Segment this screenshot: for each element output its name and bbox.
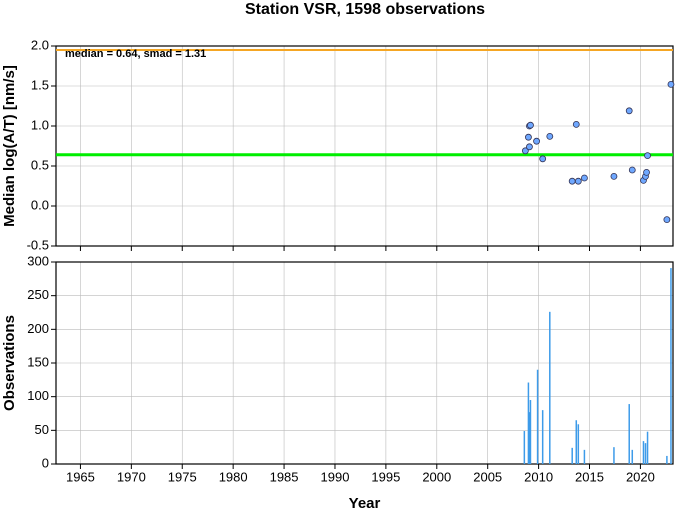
bar [644, 443, 647, 464]
y-tick-label: 200 [27, 321, 49, 336]
chart-title: Station VSR, 1598 observations [245, 1, 485, 18]
y-tick-label: -0.5 [27, 237, 49, 252]
bar [523, 431, 526, 464]
bar [536, 369, 539, 464]
point [527, 121, 534, 129]
point [625, 107, 633, 115]
y-tick-label: 1.0 [31, 117, 49, 132]
bar [666, 455, 668, 464]
point [610, 172, 618, 180]
x-tick-label: 1965 [66, 469, 95, 484]
x-tick-label: 2015 [575, 469, 604, 484]
x-tick-label: 1980 [219, 469, 248, 484]
bar [575, 420, 578, 464]
y-tick-label: 50 [35, 422, 49, 437]
y-tick-label: 1.5 [31, 77, 49, 92]
point [539, 155, 547, 163]
bar [628, 404, 630, 464]
bar [571, 447, 573, 464]
point [525, 133, 532, 141]
y-tick-label: 100 [27, 388, 49, 403]
y-tick-label: 300 [27, 253, 49, 268]
point [526, 143, 533, 151]
point [663, 216, 671, 224]
y-tick-label: 250 [27, 287, 49, 302]
bar [670, 268, 672, 464]
bar [646, 431, 649, 464]
bar [642, 441, 645, 464]
bar [613, 447, 615, 464]
x-axis-label: Year [349, 495, 381, 511]
y-tick-label: 0 [42, 455, 49, 470]
point [546, 132, 554, 140]
y-axis-label: Median log(A/T) [nm/s] [1, 65, 18, 227]
point [572, 121, 580, 128]
bar [541, 410, 544, 464]
point [643, 168, 650, 176]
point [628, 166, 636, 174]
y-tick-label: 0.0 [31, 197, 49, 212]
bar [528, 412, 531, 464]
x-tick-label: 2020 [626, 469, 655, 484]
y-tick-label: 150 [27, 354, 49, 369]
x-tick-label: 1975 [168, 469, 197, 484]
x-tick-label: 1970 [117, 469, 146, 484]
bar [527, 382, 530, 464]
x-tick-label: 2010 [524, 469, 553, 484]
y-axis-label: Observations [1, 315, 18, 411]
bar [631, 449, 634, 464]
y-tick-label: 2.0 [31, 37, 49, 52]
plot-frame [55, 261, 674, 465]
x-tick-label: 2000 [422, 469, 451, 484]
point [521, 147, 529, 155]
bar [577, 424, 580, 464]
point [667, 81, 675, 88]
x-tick-label: 1995 [371, 469, 400, 484]
annotation: median = 0.64, smad = 1.31 [65, 48, 206, 60]
point [574, 177, 582, 185]
point [581, 174, 588, 182]
y-tick-label: 0.5 [31, 157, 49, 172]
bar [549, 311, 551, 464]
bar [583, 449, 586, 464]
x-tick-label: 1990 [321, 469, 350, 484]
point [568, 177, 576, 185]
bar [529, 400, 532, 464]
x-tick-label: 1985 [270, 469, 299, 484]
plot-frame [55, 45, 674, 247]
x-tick-label: 2005 [473, 469, 502, 484]
point [533, 137, 540, 145]
point [644, 152, 651, 160]
